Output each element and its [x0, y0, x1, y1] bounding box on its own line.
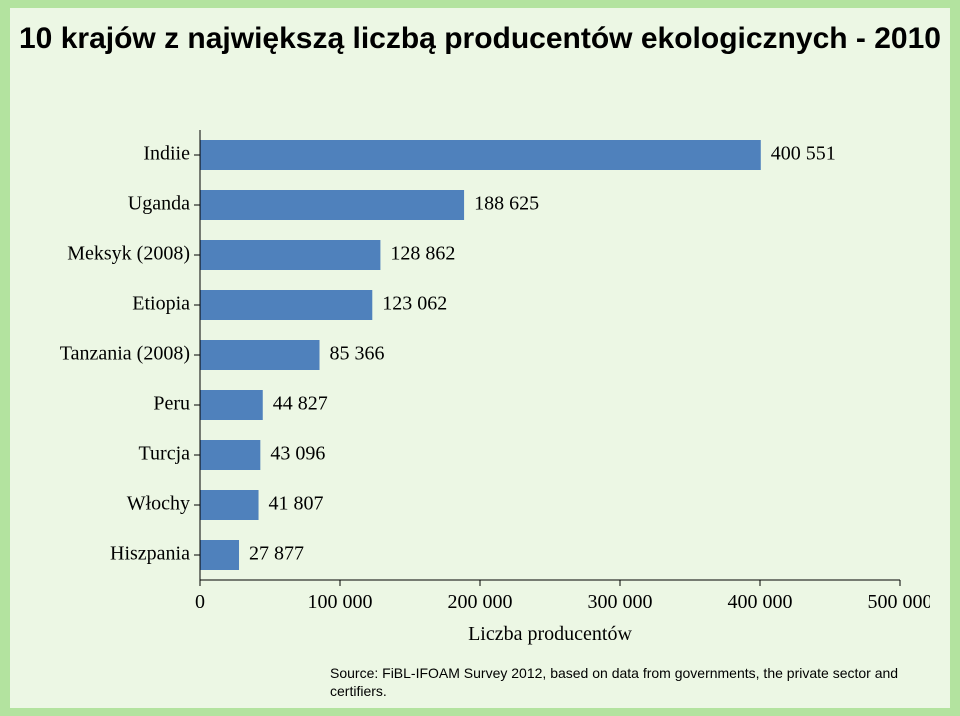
bar	[200, 490, 259, 520]
value-label: 44 827	[273, 393, 328, 415]
category-label: Włochy	[127, 493, 190, 515]
x-axis-label: Liczba producentów	[468, 623, 632, 645]
bar	[200, 440, 260, 470]
value-label: 41 807	[269, 493, 324, 515]
bar	[200, 140, 761, 170]
x-tick-label: 0	[195, 591, 205, 613]
bar	[200, 340, 320, 370]
value-label: 27 877	[249, 543, 304, 565]
value-label: 123 062	[382, 293, 447, 315]
bar	[200, 390, 263, 420]
category-label: Etiopia	[132, 293, 190, 315]
page-title: 10 krajów z największą liczbą producentó…	[0, 22, 960, 56]
category-label: Turcja	[139, 443, 191, 465]
category-label: Indiie	[143, 143, 190, 165]
bar	[200, 290, 372, 320]
bar	[200, 240, 380, 270]
source-line2: certifiers.	[330, 683, 387, 699]
x-tick-label: 500 000	[868, 591, 931, 613]
bar	[200, 540, 239, 570]
category-label: Uganda	[128, 193, 190, 215]
bar	[200, 190, 464, 220]
category-label: Meksyk (2008)	[67, 243, 190, 265]
bar-chart: Indiie 400 551 Uganda 188 625 Meksyk (2008) 1…	[50, 120, 930, 650]
bar-chart-svg: Indiie 400 551 Uganda 188 625 Meksyk (2008) 1…	[50, 120, 930, 650]
value-label: 188 625	[474, 193, 539, 215]
category-label: Peru	[153, 393, 190, 415]
x-tick-label: 200 000	[448, 591, 513, 613]
x-tick-label: 100 000	[308, 591, 373, 613]
value-label: 128 862	[390, 243, 455, 265]
category-label: Tanzania (2008)	[60, 343, 190, 365]
x-tick-label: 300 000	[588, 591, 653, 613]
x-tick-label: 400 000	[728, 591, 793, 613]
source-line1: Source: FiBL-IFOAM Survey 2012, based on…	[330, 665, 898, 681]
source-text: Source: FiBL-IFOAM Survey 2012, based on…	[330, 664, 898, 700]
value-label: 400 551	[771, 143, 836, 165]
value-label: 85 366	[330, 343, 385, 365]
category-label: Hiszpania	[110, 543, 190, 565]
value-label: 43 096	[270, 443, 325, 465]
